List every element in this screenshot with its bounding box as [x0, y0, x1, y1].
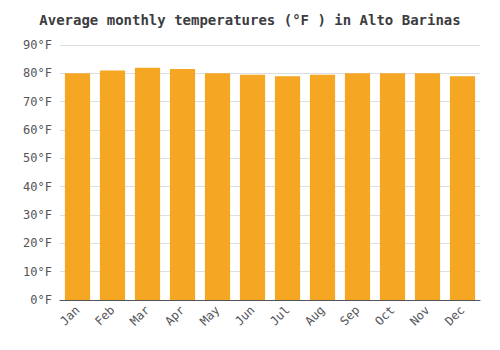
svg-text:Aug: Aug [302, 303, 327, 328]
svg-text:20°F: 20°F [23, 236, 52, 250]
svg-text:50°F: 50°F [23, 151, 52, 165]
svg-text:30°F: 30°F [23, 208, 52, 222]
svg-text:Mar: Mar [127, 303, 152, 328]
svg-text:Jan: Jan [57, 303, 82, 328]
svg-text:Sep: Sep [337, 303, 362, 328]
svg-text:Dec: Dec [442, 303, 467, 328]
svg-text:Nov: Nov [407, 303, 432, 328]
svg-text:Average monthly temperatures (: Average monthly temperatures (°F ) in Al… [39, 12, 460, 28]
svg-text:Oct: Oct [372, 303, 397, 328]
svg-text:90°F: 90°F [23, 38, 52, 52]
svg-text:Feb: Feb [92, 303, 117, 328]
svg-text:80°F: 80°F [23, 66, 52, 80]
svg-text:0°F: 0°F [30, 293, 52, 307]
svg-text:Jul: Jul [267, 303, 292, 328]
svg-text:10°F: 10°F [23, 265, 52, 279]
svg-text:May: May [197, 303, 222, 328]
svg-text:40°F: 40°F [23, 180, 52, 194]
svg-text:Jun: Jun [232, 303, 257, 328]
svg-text:60°F: 60°F [23, 123, 52, 137]
svg-text:Apr: Apr [162, 303, 187, 328]
svg-text:70°F: 70°F [23, 95, 52, 109]
